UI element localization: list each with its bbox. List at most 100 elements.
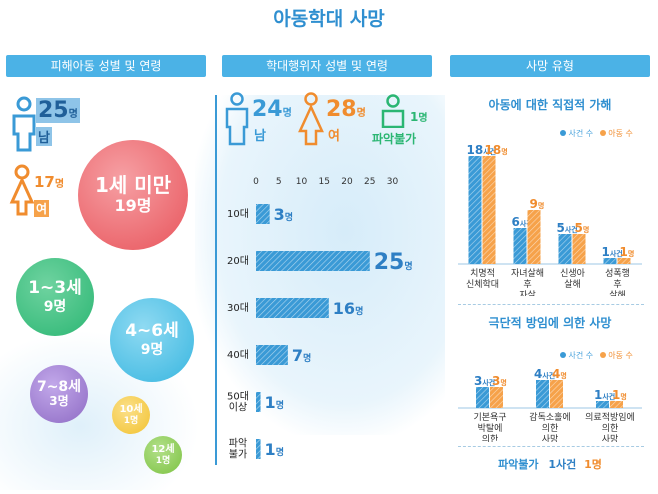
perp-male-unit: 명 bbox=[282, 108, 292, 119]
female-adult-icon bbox=[298, 92, 324, 146]
category-label: 신체학대 bbox=[466, 279, 499, 290]
children-value-label: 5명 bbox=[575, 221, 590, 235]
y-category-label: 50대 bbox=[227, 391, 249, 403]
bar-value-label: 1명 bbox=[265, 393, 284, 412]
children-value-label: 18명 bbox=[485, 143, 508, 157]
perp-unknown-unit: 명 bbox=[418, 113, 428, 124]
age-label: 10세 bbox=[119, 404, 143, 416]
header-death-types: 사망 유형 bbox=[450, 55, 650, 77]
neglect-legend: 사건 수 아동 수 bbox=[560, 350, 633, 361]
age-label: 1세 미만 bbox=[94, 173, 172, 198]
age-count: 3명 bbox=[49, 394, 69, 409]
unknown-type-label: 파악불가 bbox=[498, 458, 539, 471]
value-unit: 사건 bbox=[610, 249, 623, 258]
legend-cases: 사건 수 bbox=[568, 351, 594, 360]
bar bbox=[256, 251, 370, 271]
value-unit: 사건 bbox=[602, 392, 615, 401]
bar-children bbox=[572, 234, 586, 264]
age-bubble-4-6: 4~6세 9명 bbox=[110, 298, 194, 382]
bar-children bbox=[610, 401, 623, 408]
female-child-icon bbox=[8, 164, 36, 216]
perp-unknown-count-box: 1명 bbox=[410, 106, 428, 125]
value-unit: 명 bbox=[538, 201, 544, 210]
direct-harm-title: 아동에 대한 직접적 가해 bbox=[488, 98, 612, 112]
bar-value-unit: 명 bbox=[404, 260, 412, 272]
bar-value-unit: 명 bbox=[303, 352, 311, 364]
category-label: 신생아 bbox=[560, 268, 586, 279]
divider bbox=[215, 95, 217, 465]
unknown-type-cases: 1사건 bbox=[548, 458, 577, 471]
value-unit: 명 bbox=[501, 147, 507, 156]
victims-female-label: 여 bbox=[34, 200, 50, 217]
children-value-label: 3명 bbox=[492, 374, 507, 388]
category-label: 의한 bbox=[542, 423, 559, 434]
age-count: 9명 bbox=[140, 341, 164, 358]
children-value-label: 9명 bbox=[530, 197, 545, 211]
bar-cases bbox=[596, 401, 609, 408]
header-perpetrators: 학대행위자 성별 및 연령 bbox=[222, 55, 432, 77]
bar-value-label: 1명 bbox=[265, 440, 284, 459]
unknown-type-children: 1명 bbox=[584, 458, 602, 471]
category-label: 살해 bbox=[609, 290, 626, 296]
neglect-title: 극단적 방임에 의한 사망 bbox=[488, 316, 612, 330]
y-category-label: 파악 bbox=[229, 438, 247, 450]
perp-female-label: 여 bbox=[328, 129, 340, 144]
age-count: 1명 bbox=[155, 455, 171, 466]
category-label: 자녀살해 bbox=[511, 268, 544, 279]
bar-children bbox=[482, 156, 496, 264]
bar-cases bbox=[536, 380, 549, 408]
age-label: 1~3세 bbox=[28, 278, 82, 299]
x-tick-label: 10 bbox=[296, 177, 308, 187]
bar-children bbox=[617, 258, 631, 264]
category-label: 후 bbox=[523, 279, 531, 290]
male-child-icon bbox=[8, 96, 40, 152]
victims-female-unit: 명 bbox=[54, 179, 65, 190]
value-unit: 명 bbox=[560, 371, 566, 380]
direct-harm-legend: 사건 수 아동 수 bbox=[560, 128, 633, 139]
perp-female-count-box: 28명 bbox=[326, 97, 366, 122]
perp-unknown-count: 1 bbox=[410, 110, 419, 124]
y-category-label: 이상 bbox=[229, 402, 247, 414]
age-label: 4~6세 bbox=[125, 321, 179, 342]
category-label: 박탈에 bbox=[478, 423, 503, 434]
unknown-type-row: 파악불가 1사건 1명 bbox=[450, 456, 650, 472]
y-category-label: 40대 bbox=[227, 349, 249, 361]
x-tick-label: 30 bbox=[387, 177, 399, 187]
victims-male-label: 남 bbox=[36, 127, 52, 146]
page-title: 아동학대 사망 bbox=[273, 8, 385, 30]
bar-value-label: 16명 bbox=[333, 299, 364, 318]
legend-marker-cases bbox=[560, 352, 566, 358]
bar-value-label: 3명 bbox=[274, 205, 293, 224]
value-unit: 명 bbox=[583, 225, 589, 234]
value-unit: 사건 bbox=[520, 219, 533, 228]
category-label: 후 bbox=[613, 279, 621, 290]
perp-unknown-label: 파악불가 bbox=[372, 132, 417, 146]
age-label: 7~8세 bbox=[36, 379, 82, 396]
bar-cases bbox=[513, 228, 527, 264]
x-tick-label: 25 bbox=[364, 177, 375, 187]
male-adult-icon bbox=[224, 92, 250, 146]
bar-cases bbox=[468, 156, 482, 264]
value-unit: 명 bbox=[620, 392, 626, 401]
victims-male-unit: 명 bbox=[68, 109, 78, 120]
y-category-label: 30대 bbox=[227, 302, 249, 314]
neglect-chart: 3사건3명기본욕구박탈에의한사망4사건4명감독소홀에의한사망1사건1명의료적방임… bbox=[458, 367, 642, 442]
age-count: 19명 bbox=[114, 196, 152, 216]
bar-cases bbox=[603, 258, 617, 264]
age-bubble-7-8: 7~8세 3명 bbox=[30, 365, 88, 423]
category-label: 의한 bbox=[482, 434, 499, 442]
bar-value-unit: 명 bbox=[276, 446, 284, 458]
age-bubble-12: 12세 1명 bbox=[144, 436, 182, 474]
legend-marker-cases bbox=[560, 130, 566, 136]
x-tick-label: 5 bbox=[276, 177, 282, 187]
bar-children bbox=[550, 380, 563, 408]
x-tick-label: 15 bbox=[319, 177, 330, 187]
bar-value-label: 25명 bbox=[374, 250, 413, 275]
bar-cases bbox=[476, 387, 489, 408]
children-value-label: 1명 bbox=[612, 388, 627, 402]
bar bbox=[256, 392, 261, 412]
legend-cases: 사건 수 bbox=[568, 129, 594, 138]
perp-male-label: 남 bbox=[254, 129, 266, 144]
bar-value-unit: 명 bbox=[285, 211, 293, 223]
category-label: 자살 bbox=[519, 290, 536, 296]
